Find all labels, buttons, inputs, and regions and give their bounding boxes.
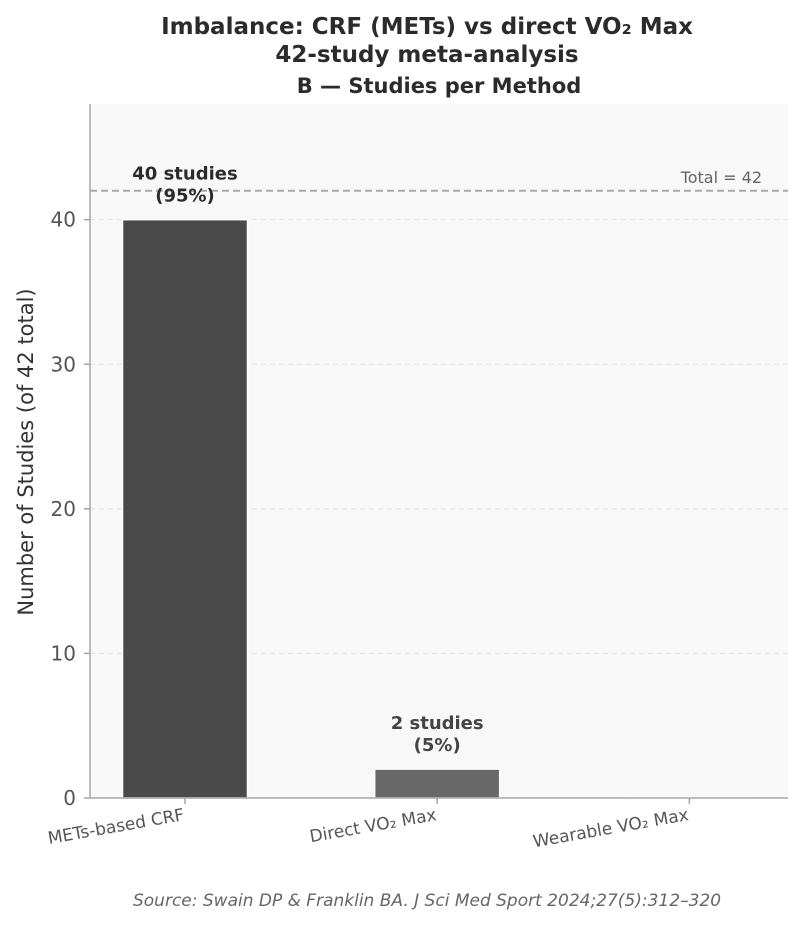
- y-tick-label: 40: [51, 208, 76, 232]
- bar-data-label: 40 studies: [132, 164, 237, 185]
- source-note: Source: Swain DP & Franklin BA. J Sci Me…: [133, 891, 721, 911]
- chart-subtitle: 42-study meta-analysis: [275, 42, 578, 68]
- chart-title: Imbalance: CRF (METs) vs direct VO₂ Max: [161, 14, 693, 40]
- panel-title: B — Studies per Method: [297, 74, 582, 98]
- reference-line-label: Total = 42: [680, 168, 762, 187]
- bar-labels: 40 studies(95%) 2 studies(5%): [132, 164, 483, 756]
- y-axis-label: Number of Studies (of 42 total): [14, 288, 38, 615]
- y-tick-label: 30: [51, 352, 76, 376]
- bar: [121, 218, 249, 799]
- bar-data-label: (95%): [155, 186, 215, 207]
- y-tick-label: 20: [51, 497, 76, 521]
- x-tick-label: Wearable VO₂ Max: [532, 805, 691, 852]
- x-tick-label: METs-based CRF: [46, 805, 186, 849]
- bar: [373, 768, 501, 799]
- bar-data-label: 2 studies: [391, 713, 484, 734]
- reference-line-group: Total = 42: [90, 168, 788, 192]
- y-tick-label: 0: [63, 786, 76, 810]
- x-tick-label: Direct VO₂ Max: [308, 805, 438, 847]
- y-tick-label: 10: [51, 641, 76, 665]
- bar-data-label: (5%): [414, 735, 461, 756]
